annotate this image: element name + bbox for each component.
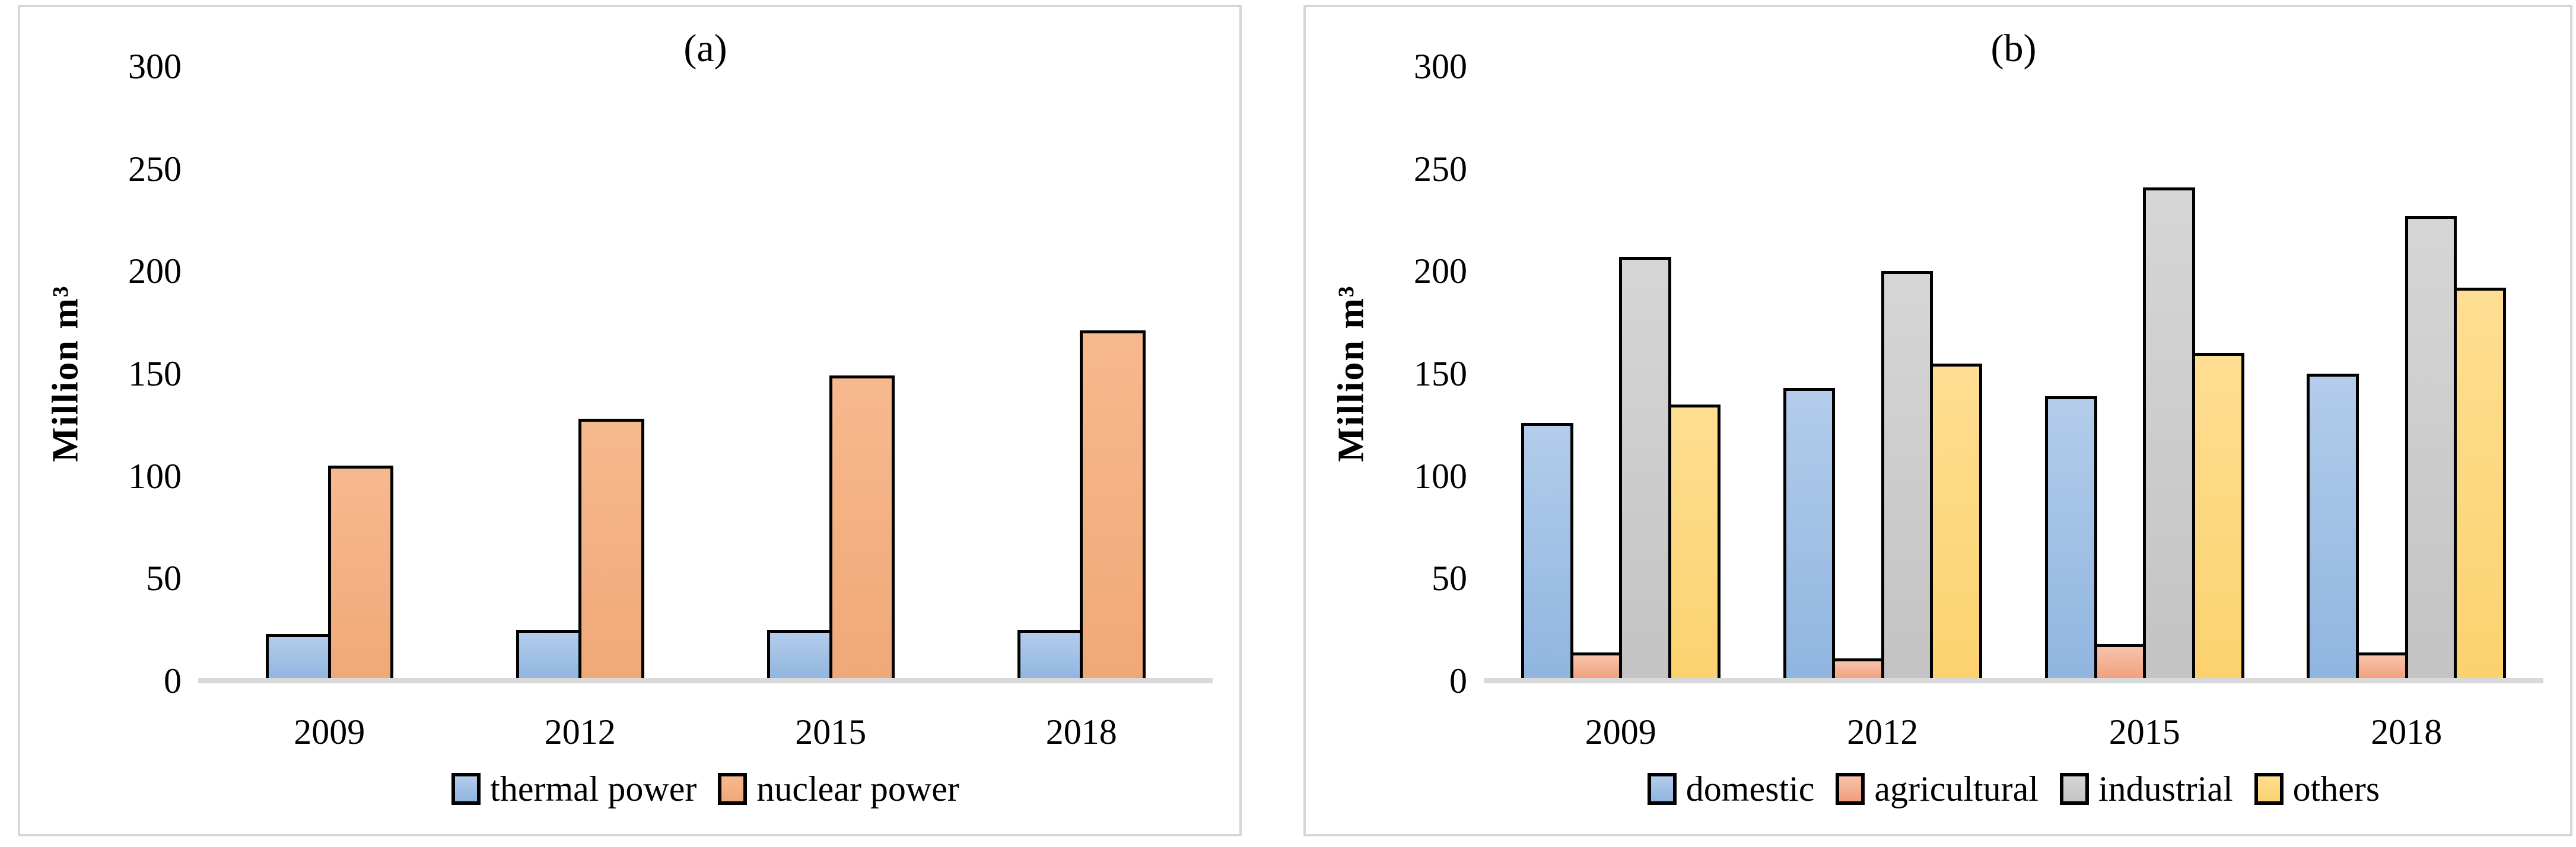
agricultural-bar: [2094, 644, 2146, 681]
legend-item-domestic: domestic: [1647, 769, 1815, 808]
bar-group: [2045, 66, 2244, 681]
thermal-power-bar: [767, 629, 832, 681]
legend-swatch-icon: [718, 773, 748, 805]
y-tick-label: 50: [146, 559, 182, 598]
chart-b-bars: [1490, 66, 2537, 681]
x-tick-label: 2012: [1847, 712, 1919, 752]
bar-group: [1521, 66, 1720, 681]
legend-label: industrial: [2098, 769, 2233, 808]
bar-group: [516, 66, 644, 681]
nuclear-power-bar: [829, 375, 895, 681]
y-tick-label: 200: [1414, 251, 1468, 291]
domestic-bar: [2307, 374, 2359, 681]
agricultural-bar: [1832, 658, 1884, 681]
legend-label: thermal power: [490, 769, 697, 808]
chart-a-y-axis-title: Million m³: [45, 285, 86, 463]
chart-a-legend: thermal power nuclear power: [204, 771, 1207, 807]
bar-group: [767, 66, 895, 681]
chart-b-title: (b): [1990, 27, 2037, 70]
y-tick-label: 100: [1414, 456, 1468, 496]
category-slot: [1752, 66, 2014, 681]
bar-group: [1017, 66, 1146, 681]
agricultural-bar: [2356, 652, 2408, 681]
legend-swatch-icon: [451, 773, 481, 805]
category-slot: [204, 66, 455, 681]
x-tick-label: 2009: [1585, 712, 1656, 752]
bar-group: [2307, 66, 2506, 681]
others-bar: [1668, 404, 1720, 681]
category-slot: [455, 66, 706, 681]
domestic-bar: [1521, 422, 1573, 681]
y-tick-label: 150: [128, 354, 182, 393]
thermal-power-bar: [1017, 629, 1083, 681]
legend-swatch-icon: [2059, 773, 2089, 805]
x-tick-label: 2015: [795, 712, 867, 752]
category-slot: [705, 66, 956, 681]
chart-b-plot-region: 0 50 100 150 200 250 300: [1414, 49, 2543, 699]
industrial-bar: [2405, 216, 2457, 681]
others-bar: [2192, 353, 2244, 681]
y-tick-label: 300: [1414, 47, 1468, 86]
category-slot: [2014, 66, 2275, 681]
chart-a-x-axis-line: [198, 678, 1213, 683]
x-tick-label: 2015: [2108, 712, 2180, 752]
y-tick-label: 200: [128, 251, 182, 291]
others-bar: [2454, 287, 2506, 681]
agricultural-bar: [1570, 652, 1623, 681]
legend-swatch-icon: [1836, 773, 1865, 805]
bar-group: [1783, 66, 1983, 681]
category-slot: [956, 66, 1207, 681]
chart-a-title: (a): [683, 27, 727, 70]
legend-item-agricultural: agricultural: [1836, 771, 2038, 807]
y-tick-label: 300: [128, 47, 182, 86]
legend-swatch-icon: [1647, 773, 1677, 805]
category-slot: [2276, 66, 2537, 681]
industrial-bar: [1881, 271, 1933, 681]
industrial-bar: [1619, 257, 1671, 681]
thermal-power-bar: [516, 629, 582, 681]
category-slot: [1490, 66, 1751, 681]
nuclear-power-bar: [1080, 330, 1146, 681]
y-tick-label: 250: [128, 149, 182, 189]
x-tick-label: 2018: [1045, 712, 1117, 752]
x-tick-label: 2012: [544, 712, 616, 752]
y-tick-label: 250: [1414, 149, 1468, 189]
chart-b-y-axis-title: Million m³: [1331, 285, 1372, 463]
chart-a-plot-region: 0 50 100 150 200 250 300: [128, 49, 1213, 699]
legend-label: agricultural: [1874, 769, 2038, 808]
y-tick-label: 150: [1414, 354, 1468, 393]
panel-chart-b: (b) Million m³ 0 50 100 150 200 250 300 2009 20…: [1303, 5, 2572, 836]
chart-b-legend: domestic agricultural industrial others: [1490, 771, 2537, 807]
x-tick-label: 2009: [294, 712, 365, 752]
others-bar: [1930, 363, 1983, 681]
legend-item-nuclear-power: nuclear power: [718, 771, 959, 807]
legend-label: others: [2292, 769, 2380, 808]
y-tick-label: 100: [128, 456, 182, 496]
legend-swatch-icon: [2254, 773, 2284, 805]
nuclear-power-bar: [327, 466, 393, 681]
domestic-bar: [1783, 388, 1836, 681]
panel-chart-a: (a) Million m³ 0 50 100 150 200 250 300 2009 20…: [18, 5, 1242, 836]
y-tick-label: 0: [164, 661, 182, 700]
y-tick-label: 0: [1449, 661, 1468, 700]
thermal-power-bar: [265, 633, 331, 681]
chart-b-x-axis-labels: 2009 2012 2015 2018: [1490, 714, 2537, 750]
chart-b-x-axis-line: [1484, 678, 2543, 683]
bar-group: [265, 66, 393, 681]
chart-a-bars: [204, 66, 1207, 681]
domestic-bar: [2045, 396, 2097, 681]
legend-item-industrial: industrial: [2059, 769, 2233, 808]
industrial-bar: [2143, 187, 2195, 681]
nuclear-power-bar: [578, 418, 644, 681]
legend-label: domestic: [1685, 769, 1815, 808]
y-tick-label: 50: [1432, 559, 1468, 598]
legend-item-others: others: [2254, 771, 2380, 807]
x-tick-label: 2018: [2371, 712, 2443, 752]
legend-label: nuclear power: [756, 769, 959, 808]
chart-a-x-axis-labels: 2009 2012 2015 2018: [204, 714, 1207, 750]
legend-item-thermal-power: thermal power: [451, 771, 697, 807]
